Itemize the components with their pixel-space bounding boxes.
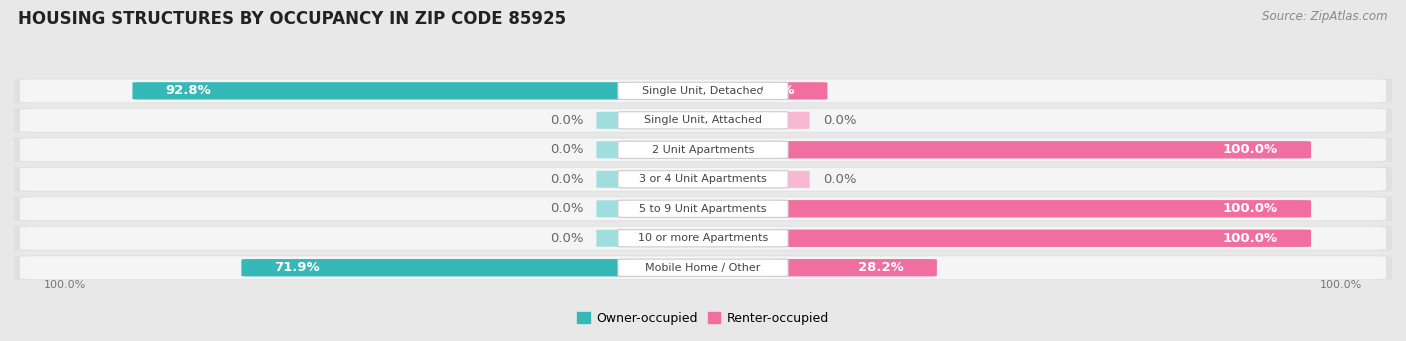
Text: 28.2%: 28.2% — [858, 261, 904, 274]
Text: 100.0%: 100.0% — [1223, 202, 1278, 215]
Text: 10 or more Apartments: 10 or more Apartments — [638, 233, 768, 243]
FancyBboxPatch shape — [617, 171, 789, 188]
FancyBboxPatch shape — [776, 112, 810, 129]
FancyBboxPatch shape — [8, 167, 1398, 192]
FancyBboxPatch shape — [596, 200, 630, 217]
FancyBboxPatch shape — [20, 79, 1386, 102]
FancyBboxPatch shape — [772, 141, 1310, 159]
FancyBboxPatch shape — [8, 78, 1398, 103]
FancyBboxPatch shape — [617, 229, 789, 247]
FancyBboxPatch shape — [242, 259, 634, 277]
Text: 100.0%: 100.0% — [44, 280, 86, 290]
FancyBboxPatch shape — [596, 171, 630, 188]
Text: 0.0%: 0.0% — [550, 114, 583, 127]
Text: 92.8%: 92.8% — [166, 84, 211, 98]
Text: 0.0%: 0.0% — [823, 114, 856, 127]
Text: 100.0%: 100.0% — [1320, 280, 1362, 290]
FancyBboxPatch shape — [20, 197, 1386, 220]
FancyBboxPatch shape — [772, 200, 1310, 218]
FancyBboxPatch shape — [20, 109, 1386, 132]
FancyBboxPatch shape — [596, 141, 630, 158]
FancyBboxPatch shape — [8, 255, 1398, 280]
Text: Single Unit, Detached: Single Unit, Detached — [643, 86, 763, 96]
FancyBboxPatch shape — [617, 141, 789, 159]
FancyBboxPatch shape — [596, 112, 630, 129]
Text: Single Unit, Attached: Single Unit, Attached — [644, 115, 762, 125]
Text: 100.0%: 100.0% — [1223, 143, 1278, 156]
FancyBboxPatch shape — [20, 256, 1386, 279]
Text: 7.2%: 7.2% — [758, 84, 794, 98]
FancyBboxPatch shape — [20, 227, 1386, 250]
Text: HOUSING STRUCTURES BY OCCUPANCY IN ZIP CODE 85925: HOUSING STRUCTURES BY OCCUPANCY IN ZIP C… — [18, 10, 567, 28]
FancyBboxPatch shape — [772, 229, 1310, 247]
FancyBboxPatch shape — [8, 226, 1398, 251]
FancyBboxPatch shape — [132, 82, 634, 100]
Text: 2 Unit Apartments: 2 Unit Apartments — [652, 145, 754, 155]
FancyBboxPatch shape — [8, 196, 1398, 221]
FancyBboxPatch shape — [8, 108, 1398, 133]
FancyBboxPatch shape — [617, 82, 789, 100]
Text: 0.0%: 0.0% — [550, 232, 583, 245]
FancyBboxPatch shape — [617, 200, 789, 218]
Text: Mobile Home / Other: Mobile Home / Other — [645, 263, 761, 273]
Text: 0.0%: 0.0% — [823, 173, 856, 186]
Text: 5 to 9 Unit Apartments: 5 to 9 Unit Apartments — [640, 204, 766, 214]
FancyBboxPatch shape — [776, 171, 810, 188]
FancyBboxPatch shape — [596, 230, 630, 247]
FancyBboxPatch shape — [8, 137, 1398, 162]
Text: 0.0%: 0.0% — [550, 202, 583, 215]
Legend: Owner-occupied, Renter-occupied: Owner-occupied, Renter-occupied — [578, 312, 828, 325]
Text: 3 or 4 Unit Apartments: 3 or 4 Unit Apartments — [640, 174, 766, 184]
FancyBboxPatch shape — [772, 259, 936, 277]
Text: 0.0%: 0.0% — [550, 143, 583, 156]
Text: Source: ZipAtlas.com: Source: ZipAtlas.com — [1263, 10, 1388, 23]
FancyBboxPatch shape — [617, 112, 789, 129]
FancyBboxPatch shape — [20, 138, 1386, 161]
Text: 100.0%: 100.0% — [1223, 232, 1278, 245]
FancyBboxPatch shape — [772, 82, 827, 100]
FancyBboxPatch shape — [20, 168, 1386, 191]
FancyBboxPatch shape — [617, 259, 789, 276]
Text: 0.0%: 0.0% — [550, 173, 583, 186]
Text: 71.9%: 71.9% — [274, 261, 321, 274]
